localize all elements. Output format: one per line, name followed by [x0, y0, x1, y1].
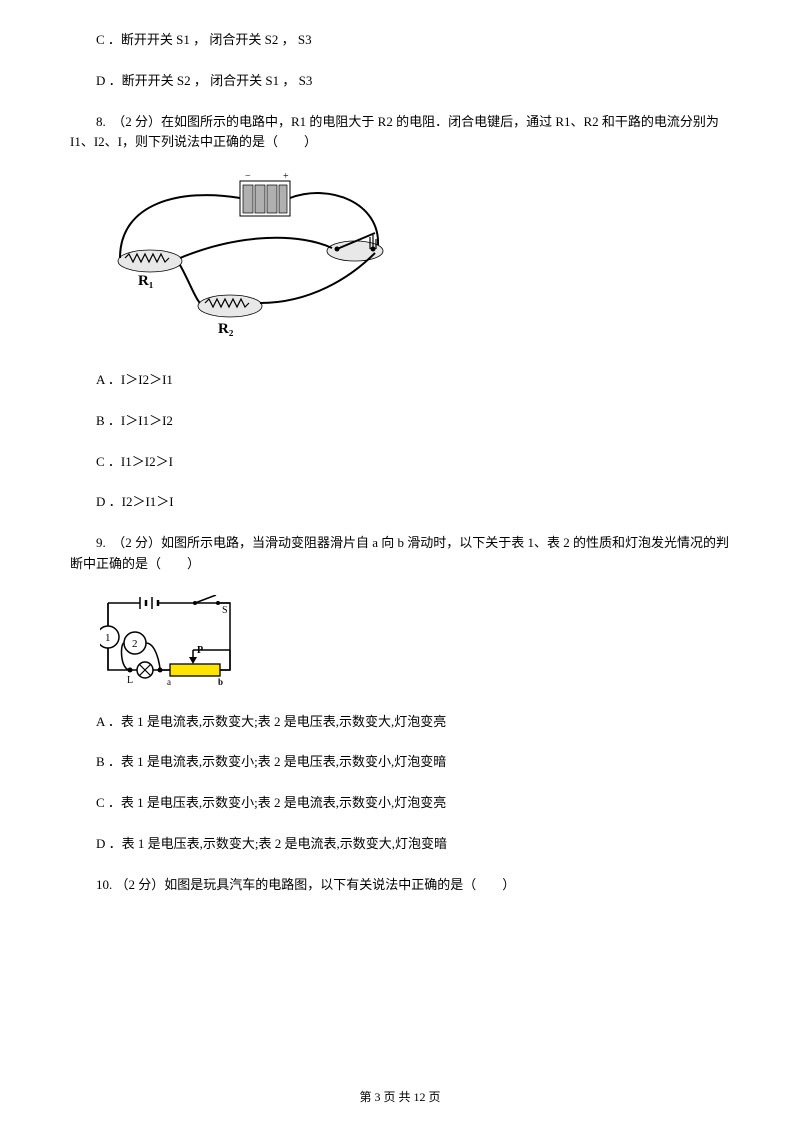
page-footer: 第 3 页 共 12 页	[0, 1088, 800, 1107]
r2-label: R₂	[218, 321, 234, 337]
q7-option-d: D ．断开开关 S2 ， 闭合开关 S1 ， S3	[70, 71, 730, 92]
q8-option-b: B ．I＞I1＞I2	[70, 411, 730, 432]
rheostat-a-label: a	[167, 677, 171, 685]
resistor-r1-icon	[118, 250, 182, 272]
q8-option-a: A ．I＞I2＞I1	[70, 370, 730, 391]
q8-option-d: D ．I2＞I1＞I	[70, 492, 730, 513]
meter-2-label: 2	[132, 638, 138, 650]
q8-stem: 8. （2 分）在如图所示的电路中，R1 的电阻大于 R2 的电阻．闭合电键后，…	[70, 112, 730, 154]
switch-s-label: S	[222, 605, 228, 616]
rheostat-icon	[170, 664, 220, 676]
r1-label: R₁	[138, 273, 153, 289]
q9-option-d: D ．表 1 是电压表,示数变大;表 2 是电流表,示数变大,灯泡变暗	[70, 834, 730, 855]
switch-icon	[327, 233, 383, 261]
q9-option-b: B ．表 1 是电流表,示数变小;表 2 是电压表,示数变小,灯泡变暗	[70, 752, 730, 773]
q7-option-c: C ．断开开关 S1 ， 闭合开关 S2 ， S3	[70, 30, 730, 51]
q8-option-c: C ．I1＞I2＞I	[70, 452, 730, 473]
q8-figure: − + R₁ R₂	[100, 173, 730, 350]
q10-stem: 10. （2 分）如图是玩具汽车的电路图，以下有关说法中正确的是（ ）	[70, 875, 730, 896]
battery-neg-label: −	[245, 173, 251, 182]
q9-stem: 9. （2 分）如图所示电路，当滑动变阻器滑片自 a 向 b 滑动时，以下关于表…	[70, 533, 730, 575]
battery-pos-label: +	[283, 173, 289, 182]
q9-option-c: C ．表 1 是电压表,示数变小;表 2 是电流表,示数变小,灯泡变亮	[70, 793, 730, 814]
slider-p-label: P	[197, 645, 203, 656]
q9-option-a: A ．表 1 是电流表,示数变大;表 2 是电压表,示数变大,灯泡变亮	[70, 712, 730, 733]
q9-figure: S 1 2 L P a b	[100, 595, 730, 692]
bulb-l-label: L	[127, 675, 133, 685]
rheostat-b-label: b	[218, 677, 223, 685]
battery-icon: − +	[240, 173, 290, 216]
meter-1-label: 1	[105, 632, 111, 644]
resistor-r2-icon	[198, 295, 262, 317]
